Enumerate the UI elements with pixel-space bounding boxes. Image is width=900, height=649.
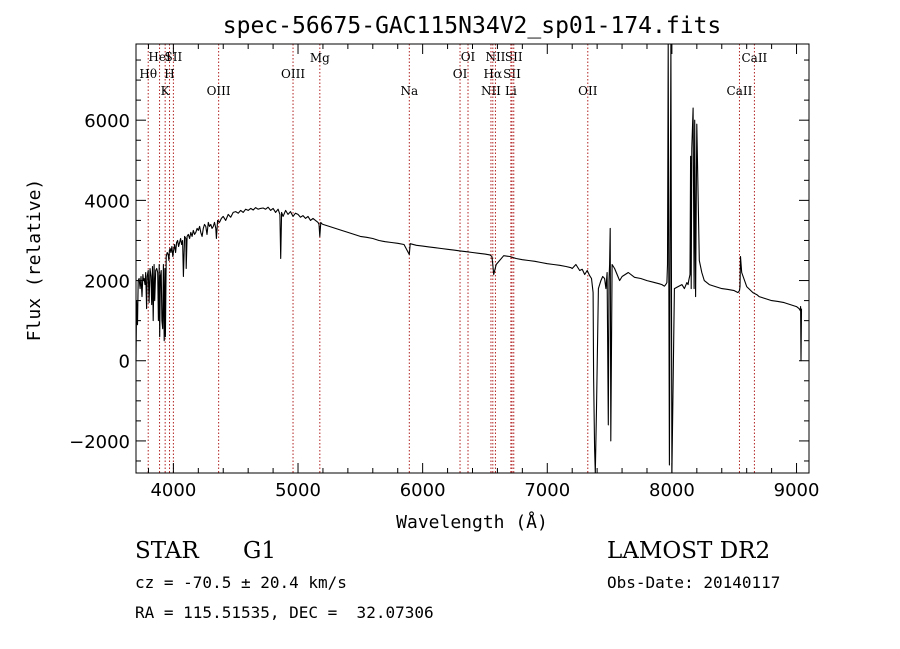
line-label: NII: [485, 50, 505, 64]
line-label: HeI: [148, 50, 171, 64]
line-label: Hα: [484, 67, 503, 81]
line-label: Hθ: [139, 67, 157, 81]
axis-ticks-layer: 4000 5000 6000 7000 8000 9000 −2000 0 2000 4000 60…: [69, 44, 819, 501]
line-label: OIII: [281, 67, 305, 81]
observation-date: Obs-Date: 20140117: [607, 573, 781, 592]
x-tick-label: 5000: [275, 480, 321, 501]
plot-frame: [135, 43, 810, 474]
y-tick-label: 6000: [84, 111, 130, 132]
y-tick-label: 0: [119, 352, 130, 373]
line-label: OIII: [207, 84, 231, 98]
x-tick-label: 6000: [400, 480, 446, 501]
object-class: STAR: [135, 538, 199, 564]
line-label: H: [164, 67, 174, 81]
line-label: K: [161, 84, 171, 98]
y-tick-label: 4000: [84, 191, 130, 212]
x-tick-label: 9000: [774, 480, 820, 501]
x-tick-label: 4000: [150, 480, 196, 501]
line-label: Li: [505, 84, 517, 98]
survey-name: LAMOST DR2: [607, 538, 771, 564]
line-label: NII: [481, 84, 501, 98]
redshift-readout: cz = -70.5 ± 20.4 km/s: [135, 573, 347, 592]
x-tick-label: 8000: [649, 480, 695, 501]
x-axis-label: Wavelength (Å): [396, 511, 548, 533]
line-label: Mg: [310, 51, 330, 65]
object-subclass: G1: [243, 538, 277, 564]
x-tick-label: 7000: [524, 480, 570, 501]
line-label: SII: [165, 50, 183, 64]
coordinates-readout: RA = 115.51535, DEC = 32.07306: [135, 603, 434, 622]
spectrum-line: [135, 43, 803, 474]
line-label: CaII: [727, 84, 753, 98]
chart-title: spec-56675-GAC115N34V2_sp01-174.fits: [223, 13, 722, 39]
y-axis-label: Flux (relative): [24, 179, 45, 342]
y-tick-label: 2000: [84, 272, 130, 293]
line-label: SII: [505, 50, 523, 64]
y-tick-label: −2000: [69, 432, 130, 453]
line-label: OI: [461, 50, 476, 64]
line-label: SII: [503, 67, 521, 81]
line-label: OI: [453, 67, 468, 81]
line-label: Na: [400, 84, 418, 98]
line-label: CaII: [741, 51, 767, 65]
line-label: OII: [578, 84, 598, 98]
